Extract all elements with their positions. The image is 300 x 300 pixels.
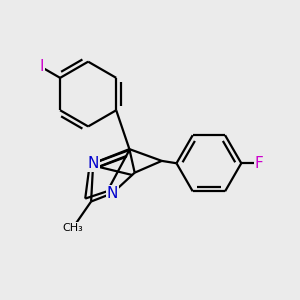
Text: I: I xyxy=(40,59,44,74)
Text: CH₃: CH₃ xyxy=(62,223,83,233)
Text: N: N xyxy=(106,186,118,201)
Text: N: N xyxy=(88,156,99,171)
Text: F: F xyxy=(255,156,263,171)
